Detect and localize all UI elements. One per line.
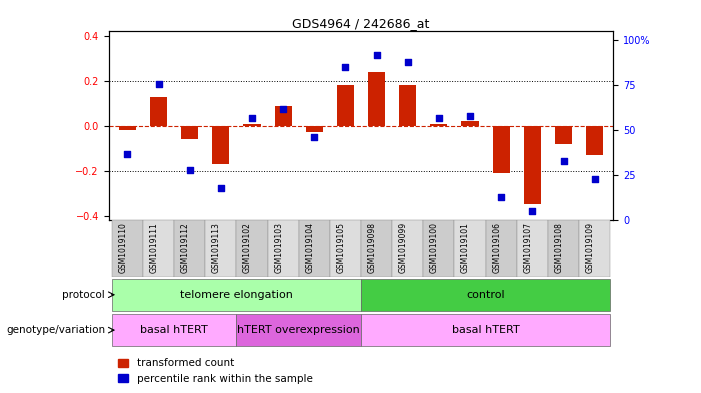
Bar bbox=[205, 220, 236, 277]
Text: GSM1019107: GSM1019107 bbox=[524, 222, 532, 273]
Bar bbox=[555, 126, 572, 144]
Bar bbox=[118, 126, 136, 130]
Bar bbox=[517, 220, 548, 277]
Bar bbox=[111, 220, 143, 277]
Bar bbox=[174, 220, 205, 277]
Text: genotype/variation: genotype/variation bbox=[6, 325, 105, 335]
Text: GSM1019102: GSM1019102 bbox=[243, 222, 252, 273]
Text: GSM1019108: GSM1019108 bbox=[554, 222, 564, 273]
Point bbox=[246, 114, 257, 121]
Bar bbox=[236, 220, 268, 277]
Bar bbox=[236, 314, 361, 346]
Text: basal hTERT: basal hTERT bbox=[140, 325, 208, 335]
Text: control: control bbox=[466, 290, 505, 300]
Point bbox=[465, 113, 476, 119]
Point bbox=[558, 158, 569, 164]
Bar bbox=[306, 126, 323, 132]
Text: GSM1019105: GSM1019105 bbox=[336, 222, 346, 273]
Bar bbox=[361, 279, 611, 310]
Text: GSM1019110: GSM1019110 bbox=[118, 222, 128, 273]
Title: GDS4964 / 242686_at: GDS4964 / 242686_at bbox=[292, 17, 430, 30]
Point bbox=[215, 185, 226, 191]
Text: GSM1019098: GSM1019098 bbox=[367, 222, 376, 273]
Bar bbox=[181, 126, 198, 139]
Bar bbox=[243, 123, 261, 126]
Bar bbox=[586, 126, 604, 155]
Point bbox=[153, 81, 164, 87]
Text: protocol: protocol bbox=[62, 290, 105, 300]
Point bbox=[526, 208, 538, 214]
Bar bbox=[111, 314, 236, 346]
Text: hTERT overexpression: hTERT overexpression bbox=[238, 325, 360, 335]
Bar bbox=[143, 220, 174, 277]
Bar bbox=[368, 72, 385, 126]
Point bbox=[340, 64, 351, 70]
Text: GSM1019100: GSM1019100 bbox=[430, 222, 439, 273]
Bar bbox=[461, 121, 479, 126]
Text: GSM1019106: GSM1019106 bbox=[492, 222, 501, 273]
Point bbox=[184, 167, 196, 173]
Bar bbox=[361, 314, 611, 346]
Point bbox=[496, 194, 507, 200]
Bar bbox=[212, 126, 229, 164]
Bar bbox=[150, 97, 167, 126]
Text: GSM1019099: GSM1019099 bbox=[399, 222, 408, 273]
Bar bbox=[330, 220, 361, 277]
Bar bbox=[275, 106, 292, 126]
Legend: transformed count, percentile rank within the sample: transformed count, percentile rank withi… bbox=[114, 354, 317, 388]
Point bbox=[433, 114, 444, 121]
Point bbox=[278, 106, 289, 112]
Text: basal hTERT: basal hTERT bbox=[451, 325, 519, 335]
Text: GSM1019103: GSM1019103 bbox=[274, 222, 283, 273]
Bar bbox=[524, 126, 541, 204]
Bar bbox=[486, 220, 517, 277]
Point bbox=[589, 176, 600, 182]
Bar bbox=[579, 220, 611, 277]
Bar bbox=[299, 220, 330, 277]
Text: GSM1019111: GSM1019111 bbox=[149, 222, 158, 272]
Bar bbox=[392, 220, 423, 277]
Text: GSM1019109: GSM1019109 bbox=[585, 222, 594, 273]
Text: GSM1019113: GSM1019113 bbox=[212, 222, 221, 273]
Text: GSM1019104: GSM1019104 bbox=[305, 222, 314, 273]
Text: telomere elongation: telomere elongation bbox=[180, 290, 293, 300]
Bar bbox=[548, 220, 579, 277]
Bar bbox=[493, 126, 510, 173]
Point bbox=[122, 151, 133, 157]
Point bbox=[371, 51, 382, 58]
Bar bbox=[111, 279, 361, 310]
Bar bbox=[361, 220, 392, 277]
Bar bbox=[423, 220, 454, 277]
Point bbox=[402, 59, 414, 65]
Bar bbox=[337, 85, 354, 126]
Bar bbox=[430, 123, 447, 126]
Point bbox=[308, 134, 320, 141]
Text: GSM1019112: GSM1019112 bbox=[181, 222, 190, 272]
Text: GSM1019101: GSM1019101 bbox=[461, 222, 470, 273]
Bar bbox=[399, 85, 416, 126]
Bar bbox=[268, 220, 299, 277]
Bar bbox=[454, 220, 486, 277]
